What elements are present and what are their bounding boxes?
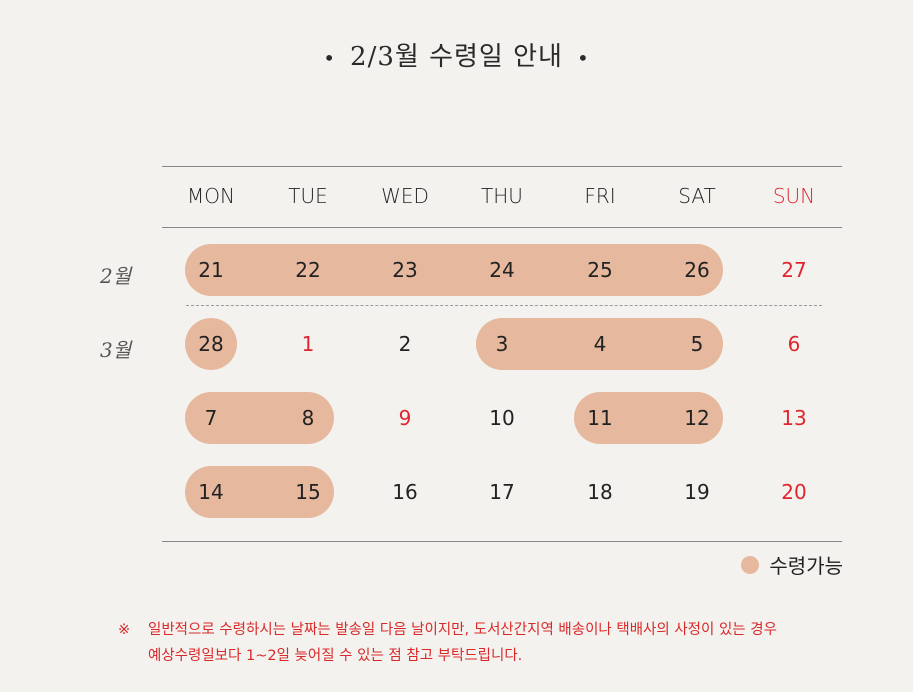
month-label-feb: 2월 <box>100 264 132 288</box>
calendar-day: 7 <box>204 406 218 430</box>
calendar-day: 24 <box>489 258 515 282</box>
month-label-mar: 3월 <box>100 338 132 362</box>
calendar-day: 2 <box>398 332 412 356</box>
notice-line-2: 예상수령일보다 1~2일 늦어질 수 있는 점 참고 부탁드립니다. <box>148 648 523 664</box>
bottom-rule <box>162 541 842 542</box>
calendar-day: 28 <box>198 332 224 356</box>
calendar-day: 21 <box>198 258 224 282</box>
weekday-header-fri: FRI <box>584 184 616 208</box>
calendar-day: 25 <box>587 258 613 282</box>
calendar-day: 4 <box>593 332 607 356</box>
available-range-pill <box>574 392 723 444</box>
header-rule <box>162 227 842 228</box>
month-divider <box>186 305 822 306</box>
calendar-day: 22 <box>295 258 321 282</box>
top-rule <box>162 166 842 167</box>
weekday-header-mon: MON <box>187 184 235 208</box>
weekday-header-sun: SUN <box>772 184 816 208</box>
calendar-day: 20 <box>781 480 807 504</box>
title-bullet-right: • <box>576 46 590 70</box>
notice-line-1: 일반적으로 수령하시는 날짜는 발송일 다음 날이지만, 도서산간지역 배송이나… <box>148 622 777 638</box>
title-text: 2/3월 수령일 안내 <box>350 42 563 72</box>
calendar-day: 10 <box>489 406 515 430</box>
calendar-day: 19 <box>684 480 710 504</box>
legend-swatch <box>741 555 760 574</box>
calendar-day: 5 <box>690 332 704 356</box>
weekday-header-wed: WED <box>381 184 429 208</box>
calendar-day: 26 <box>684 258 710 282</box>
notice-mark: ※ <box>118 622 131 638</box>
calendar-day: 16 <box>392 480 418 504</box>
legend: 수령가능 <box>741 550 843 579</box>
weekday-header-sat: SAT <box>678 184 716 208</box>
title-bullet-left: • <box>323 46 337 70</box>
calendar-day: 9 <box>398 406 412 430</box>
calendar-day: 15 <box>295 480 321 504</box>
weekday-header-tue: TUE <box>288 184 328 208</box>
calendar-day: 27 <box>781 258 807 282</box>
legend-label: 수령가능 <box>769 554 843 578</box>
page-title: • 2/3월 수령일 안내 • <box>0 36 913 73</box>
calendar-day: 12 <box>684 406 710 430</box>
calendar-day: 23 <box>392 258 418 282</box>
available-range-pill <box>476 318 723 370</box>
calendar-day: 17 <box>489 480 515 504</box>
calendar-day: 1 <box>301 332 315 356</box>
calendar-day: 8 <box>301 406 315 430</box>
available-range-pill <box>185 244 723 296</box>
calendar-day: 11 <box>587 406 613 430</box>
calendar-day: 6 <box>787 332 801 356</box>
calendar-day: 18 <box>587 480 613 504</box>
available-range-pill <box>185 466 334 518</box>
calendar-day: 14 <box>198 480 224 504</box>
available-range-pill <box>185 318 237 370</box>
available-range-pill <box>185 392 334 444</box>
weekday-header-thu: THU <box>481 184 523 208</box>
notice: ※ 일반적으로 수령하시는 날짜는 발송일 다음 날이지만, 도서산간지역 배송… <box>118 617 878 669</box>
calendar-day: 3 <box>495 332 509 356</box>
calendar-day: 13 <box>781 406 807 430</box>
